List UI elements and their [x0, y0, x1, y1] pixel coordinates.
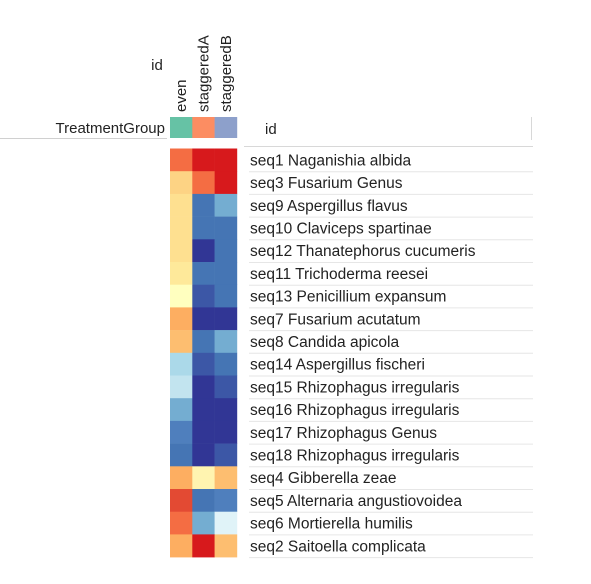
heatmap-cell	[170, 398, 193, 422]
row-label: seq15 Rhizophagus irregularis	[250, 379, 460, 396]
heatmap-cell	[192, 171, 215, 195]
row-header-label: id	[265, 121, 277, 138]
heatmap-cell	[170, 171, 193, 195]
heatmap-cell	[170, 216, 193, 240]
heatmap-cell	[214, 193, 238, 217]
heatmap-cell	[192, 466, 215, 490]
heatmap-cell	[192, 352, 215, 376]
heatmap-cell	[214, 171, 238, 195]
row-label: seq9 Aspergillus flavus	[250, 198, 408, 215]
column-label: staggeredB	[218, 35, 235, 112]
heatmap-cell	[192, 398, 215, 422]
heatmap-cell	[192, 262, 215, 285]
annotation-cell	[192, 117, 215, 138]
heatmap-cell	[214, 262, 238, 285]
annotation-cell	[170, 117, 193, 138]
heatmap-cell	[192, 216, 215, 240]
row-label: seq4 Gibberella zeae	[250, 470, 397, 487]
heatmap-cell	[214, 398, 238, 422]
annotation-bar	[170, 117, 238, 138]
column-label: staggeredA	[195, 35, 212, 112]
heatmap-cell	[170, 352, 193, 376]
heatmap-cell	[170, 420, 193, 444]
divider-lines	[0, 117, 533, 559]
row-label: seq6 Mortierella humilis	[250, 516, 413, 533]
row-label: seq18 Rhizophagus irregularis	[250, 447, 460, 464]
annotation-cell	[214, 117, 238, 138]
heatmap-cell	[170, 193, 193, 217]
heatmap-cell	[192, 284, 215, 308]
heatmap-cell	[192, 511, 215, 535]
heatmap-cell	[170, 262, 193, 285]
heatmap-cell	[170, 511, 193, 535]
heatmap-cell	[214, 148, 238, 172]
row-label: seq13 Penicillium expansum	[250, 289, 446, 306]
row-label: seq11 Trichoderma reesei	[250, 266, 428, 283]
annotation-label: TreatmentGroup	[56, 120, 166, 137]
row-label: seq12 Thanatephorus cucumeris	[250, 243, 476, 260]
heatmap-cell	[170, 466, 193, 490]
heatmap-cell	[170, 148, 193, 172]
heatmap-cell	[170, 443, 193, 467]
heatmap-cell	[214, 466, 238, 490]
heatmap-cell	[170, 375, 193, 399]
heatmap-cell	[214, 511, 238, 535]
heatmap-cell	[192, 239, 215, 263]
heatmap-cell	[192, 420, 215, 444]
heatmap-cell	[214, 489, 238, 512]
heatmap-cell	[192, 193, 215, 217]
heatmap-cell	[214, 534, 238, 558]
heatmap-cell	[170, 489, 193, 512]
heatmap-cell	[214, 330, 238, 354]
row-labels: seq1 Naganishia albida seq3 Fusarium Genu…	[250, 152, 476, 555]
row-label: seq17 Rhizophagus Genus	[250, 425, 437, 442]
heatmap-cell	[192, 534, 215, 558]
row-label: seq7 Fusarium acutatum	[250, 311, 421, 328]
heatmap-cell	[192, 489, 215, 512]
heatmap-cell	[170, 239, 193, 263]
row-label: seq10 Claviceps spartinae	[250, 220, 432, 237]
row-label: seq1 Naganishia albida	[250, 152, 412, 169]
heatmap-cell	[214, 239, 238, 263]
heatmap-cell	[214, 284, 238, 308]
row-label: seq5 Alternaria angustiovoidea	[250, 493, 462, 510]
heatmap-cell	[214, 443, 238, 467]
row-label: seq2 Saitoella complicata	[250, 538, 426, 555]
row-label: seq8 Candida apicola	[250, 334, 399, 351]
heatmap-cell	[214, 375, 238, 399]
column-labels: even staggeredA staggeredB	[173, 35, 235, 112]
row-label: seq14 Aspergillus fischeri	[250, 357, 425, 374]
column-label: even	[173, 79, 190, 112]
row-label: seq3 Fusarium Genus	[250, 175, 403, 192]
heatmap-cell	[170, 307, 193, 331]
heatmap-cell	[192, 148, 215, 172]
heatmap-cell	[214, 216, 238, 240]
heatmap-cell	[214, 307, 238, 331]
heatmap-cell	[214, 352, 238, 376]
heatmap-cell	[170, 330, 193, 354]
heatmap-cells	[170, 148, 238, 558]
column-header-label: id	[151, 57, 163, 74]
heatmap-cell	[214, 420, 238, 444]
row-label: seq16 Rhizophagus irregularis	[250, 402, 460, 419]
heatmap-cell	[170, 534, 193, 558]
heatmap-cell	[192, 375, 215, 399]
heatmap-cell	[192, 330, 215, 354]
heatmap-cell	[170, 284, 193, 308]
heatmap-cell	[192, 307, 215, 331]
heatmap-cell	[192, 443, 215, 467]
